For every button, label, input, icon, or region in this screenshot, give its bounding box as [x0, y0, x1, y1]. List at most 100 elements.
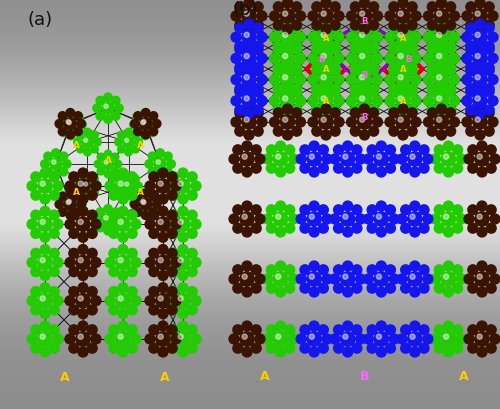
- Circle shape: [410, 321, 420, 331]
- Circle shape: [334, 325, 344, 335]
- Circle shape: [84, 149, 92, 157]
- Circle shape: [436, 118, 442, 123]
- Circle shape: [235, 24, 244, 34]
- Circle shape: [257, 54, 267, 64]
- Circle shape: [436, 0, 446, 9]
- Circle shape: [424, 33, 434, 43]
- Circle shape: [312, 127, 322, 137]
- Circle shape: [171, 182, 181, 191]
- Circle shape: [112, 97, 120, 106]
- Circle shape: [360, 54, 365, 60]
- Circle shape: [118, 146, 125, 153]
- Circle shape: [477, 142, 487, 152]
- Circle shape: [69, 249, 78, 258]
- Circle shape: [288, 274, 298, 284]
- Circle shape: [178, 334, 184, 339]
- Circle shape: [296, 155, 306, 164]
- Circle shape: [252, 164, 261, 174]
- Circle shape: [282, 12, 288, 17]
- Circle shape: [442, 332, 456, 346]
- Circle shape: [468, 325, 477, 335]
- Circle shape: [398, 63, 408, 72]
- Circle shape: [118, 132, 125, 139]
- Circle shape: [309, 142, 319, 152]
- Circle shape: [38, 256, 52, 270]
- Circle shape: [334, 118, 344, 128]
- Circle shape: [372, 76, 382, 85]
- Circle shape: [64, 118, 76, 130]
- Circle shape: [364, 215, 373, 225]
- Circle shape: [124, 139, 128, 143]
- Circle shape: [319, 116, 333, 130]
- Circle shape: [255, 274, 265, 284]
- Circle shape: [296, 97, 306, 106]
- Circle shape: [131, 182, 141, 191]
- Circle shape: [169, 191, 178, 201]
- Circle shape: [167, 160, 175, 169]
- Circle shape: [360, 118, 365, 123]
- Circle shape: [149, 173, 158, 182]
- Circle shape: [330, 45, 340, 55]
- Circle shape: [475, 12, 480, 17]
- Circle shape: [450, 54, 460, 64]
- Circle shape: [171, 334, 181, 344]
- Circle shape: [372, 97, 382, 106]
- Circle shape: [444, 155, 448, 160]
- Circle shape: [292, 63, 302, 73]
- Circle shape: [398, 97, 404, 102]
- Circle shape: [389, 127, 398, 137]
- Circle shape: [475, 84, 485, 94]
- Circle shape: [321, 76, 326, 81]
- Circle shape: [242, 155, 248, 160]
- Circle shape: [274, 127, 283, 137]
- Circle shape: [367, 164, 377, 174]
- Circle shape: [168, 173, 177, 182]
- Circle shape: [389, 21, 398, 31]
- Circle shape: [397, 334, 407, 344]
- Circle shape: [78, 233, 88, 243]
- Circle shape: [40, 160, 49, 169]
- Circle shape: [233, 205, 242, 215]
- Circle shape: [91, 175, 98, 183]
- Circle shape: [444, 321, 454, 331]
- Circle shape: [410, 227, 420, 237]
- Circle shape: [231, 76, 241, 85]
- Circle shape: [446, 109, 456, 119]
- Circle shape: [398, 110, 408, 119]
- Circle shape: [334, 97, 344, 106]
- Circle shape: [466, 3, 475, 13]
- Circle shape: [76, 180, 90, 194]
- Circle shape: [31, 287, 40, 297]
- Circle shape: [112, 154, 119, 161]
- Circle shape: [27, 182, 37, 191]
- Circle shape: [340, 212, 355, 227]
- Circle shape: [131, 334, 141, 344]
- Circle shape: [468, 164, 477, 174]
- Circle shape: [274, 109, 283, 119]
- Circle shape: [112, 168, 119, 175]
- Circle shape: [410, 215, 415, 220]
- Circle shape: [262, 215, 272, 225]
- Circle shape: [372, 118, 382, 128]
- Circle shape: [50, 159, 62, 171]
- Circle shape: [104, 227, 112, 236]
- Circle shape: [112, 208, 120, 217]
- Text: (a): (a): [28, 11, 52, 29]
- Circle shape: [58, 112, 66, 121]
- Circle shape: [191, 220, 201, 229]
- Circle shape: [252, 205, 261, 215]
- Circle shape: [130, 200, 138, 208]
- Circle shape: [398, 46, 408, 56]
- Circle shape: [78, 271, 88, 281]
- Circle shape: [322, 334, 332, 344]
- Circle shape: [486, 325, 496, 335]
- Circle shape: [142, 120, 146, 125]
- Circle shape: [408, 66, 417, 76]
- Circle shape: [456, 155, 466, 164]
- Circle shape: [252, 283, 261, 293]
- Circle shape: [398, 33, 404, 38]
- Circle shape: [55, 120, 64, 128]
- Circle shape: [149, 191, 158, 201]
- Circle shape: [288, 334, 298, 344]
- Circle shape: [321, 41, 331, 51]
